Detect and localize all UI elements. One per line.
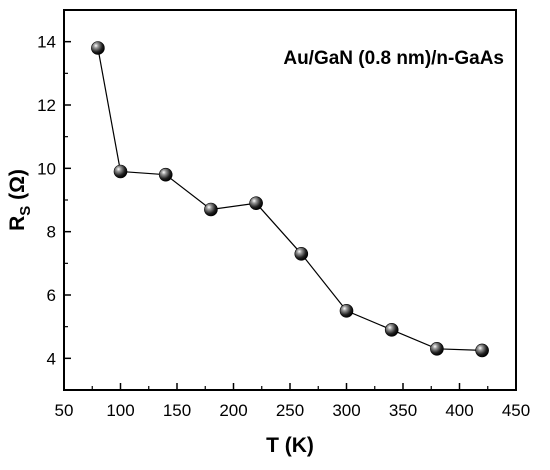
x-tick-label: 350 — [389, 401, 417, 420]
y-axis-ticks: 4 6 8 10 12 14 — [37, 9, 71, 391]
x-tick-label: 250 — [276, 401, 304, 420]
data-point — [384, 323, 399, 337]
y-axis-title-unit: (Ω) — [6, 169, 29, 206]
y-axis-title-subscript: S — [17, 206, 34, 216]
y-tick-label: 4 — [47, 349, 56, 368]
data-point — [294, 247, 309, 261]
data-point — [475, 343, 489, 358]
data-point — [249, 196, 263, 210]
x-tick-label: 450 — [502, 401, 530, 420]
x-axis-ticks: 50 100 150 200 250 300 350 400 450 — [55, 383, 530, 420]
y-axis-title-main: R — [6, 216, 29, 231]
x-tick-label: 400 — [445, 401, 473, 420]
data-point — [430, 342, 444, 356]
x-axis-title: T (K) — [266, 434, 314, 457]
x-tick-label: 150 — [163, 401, 191, 420]
data-points — [91, 41, 489, 358]
y-tick-label: 14 — [37, 33, 56, 52]
data-point — [339, 304, 354, 318]
series-line — [97, 47, 483, 351]
y-axis-title: RS (Ω) — [6, 169, 34, 231]
y-tick-label: 8 — [47, 223, 56, 242]
chart-annotation: Au/GaN (0.8 nm)/n-GaAs — [283, 48, 504, 69]
y-tick-label: 6 — [47, 286, 56, 305]
x-tick-label: 100 — [106, 401, 134, 420]
y-tick-label: 10 — [37, 159, 56, 178]
x-tick-label: 50 — [55, 401, 74, 420]
x-tick-label: 300 — [332, 401, 360, 420]
x-tick-label: 200 — [219, 401, 247, 420]
data-point — [91, 41, 105, 55]
data-point — [204, 202, 218, 217]
y-tick-label: 12 — [37, 96, 56, 115]
data-point — [158, 167, 173, 182]
data-point — [113, 164, 128, 179]
